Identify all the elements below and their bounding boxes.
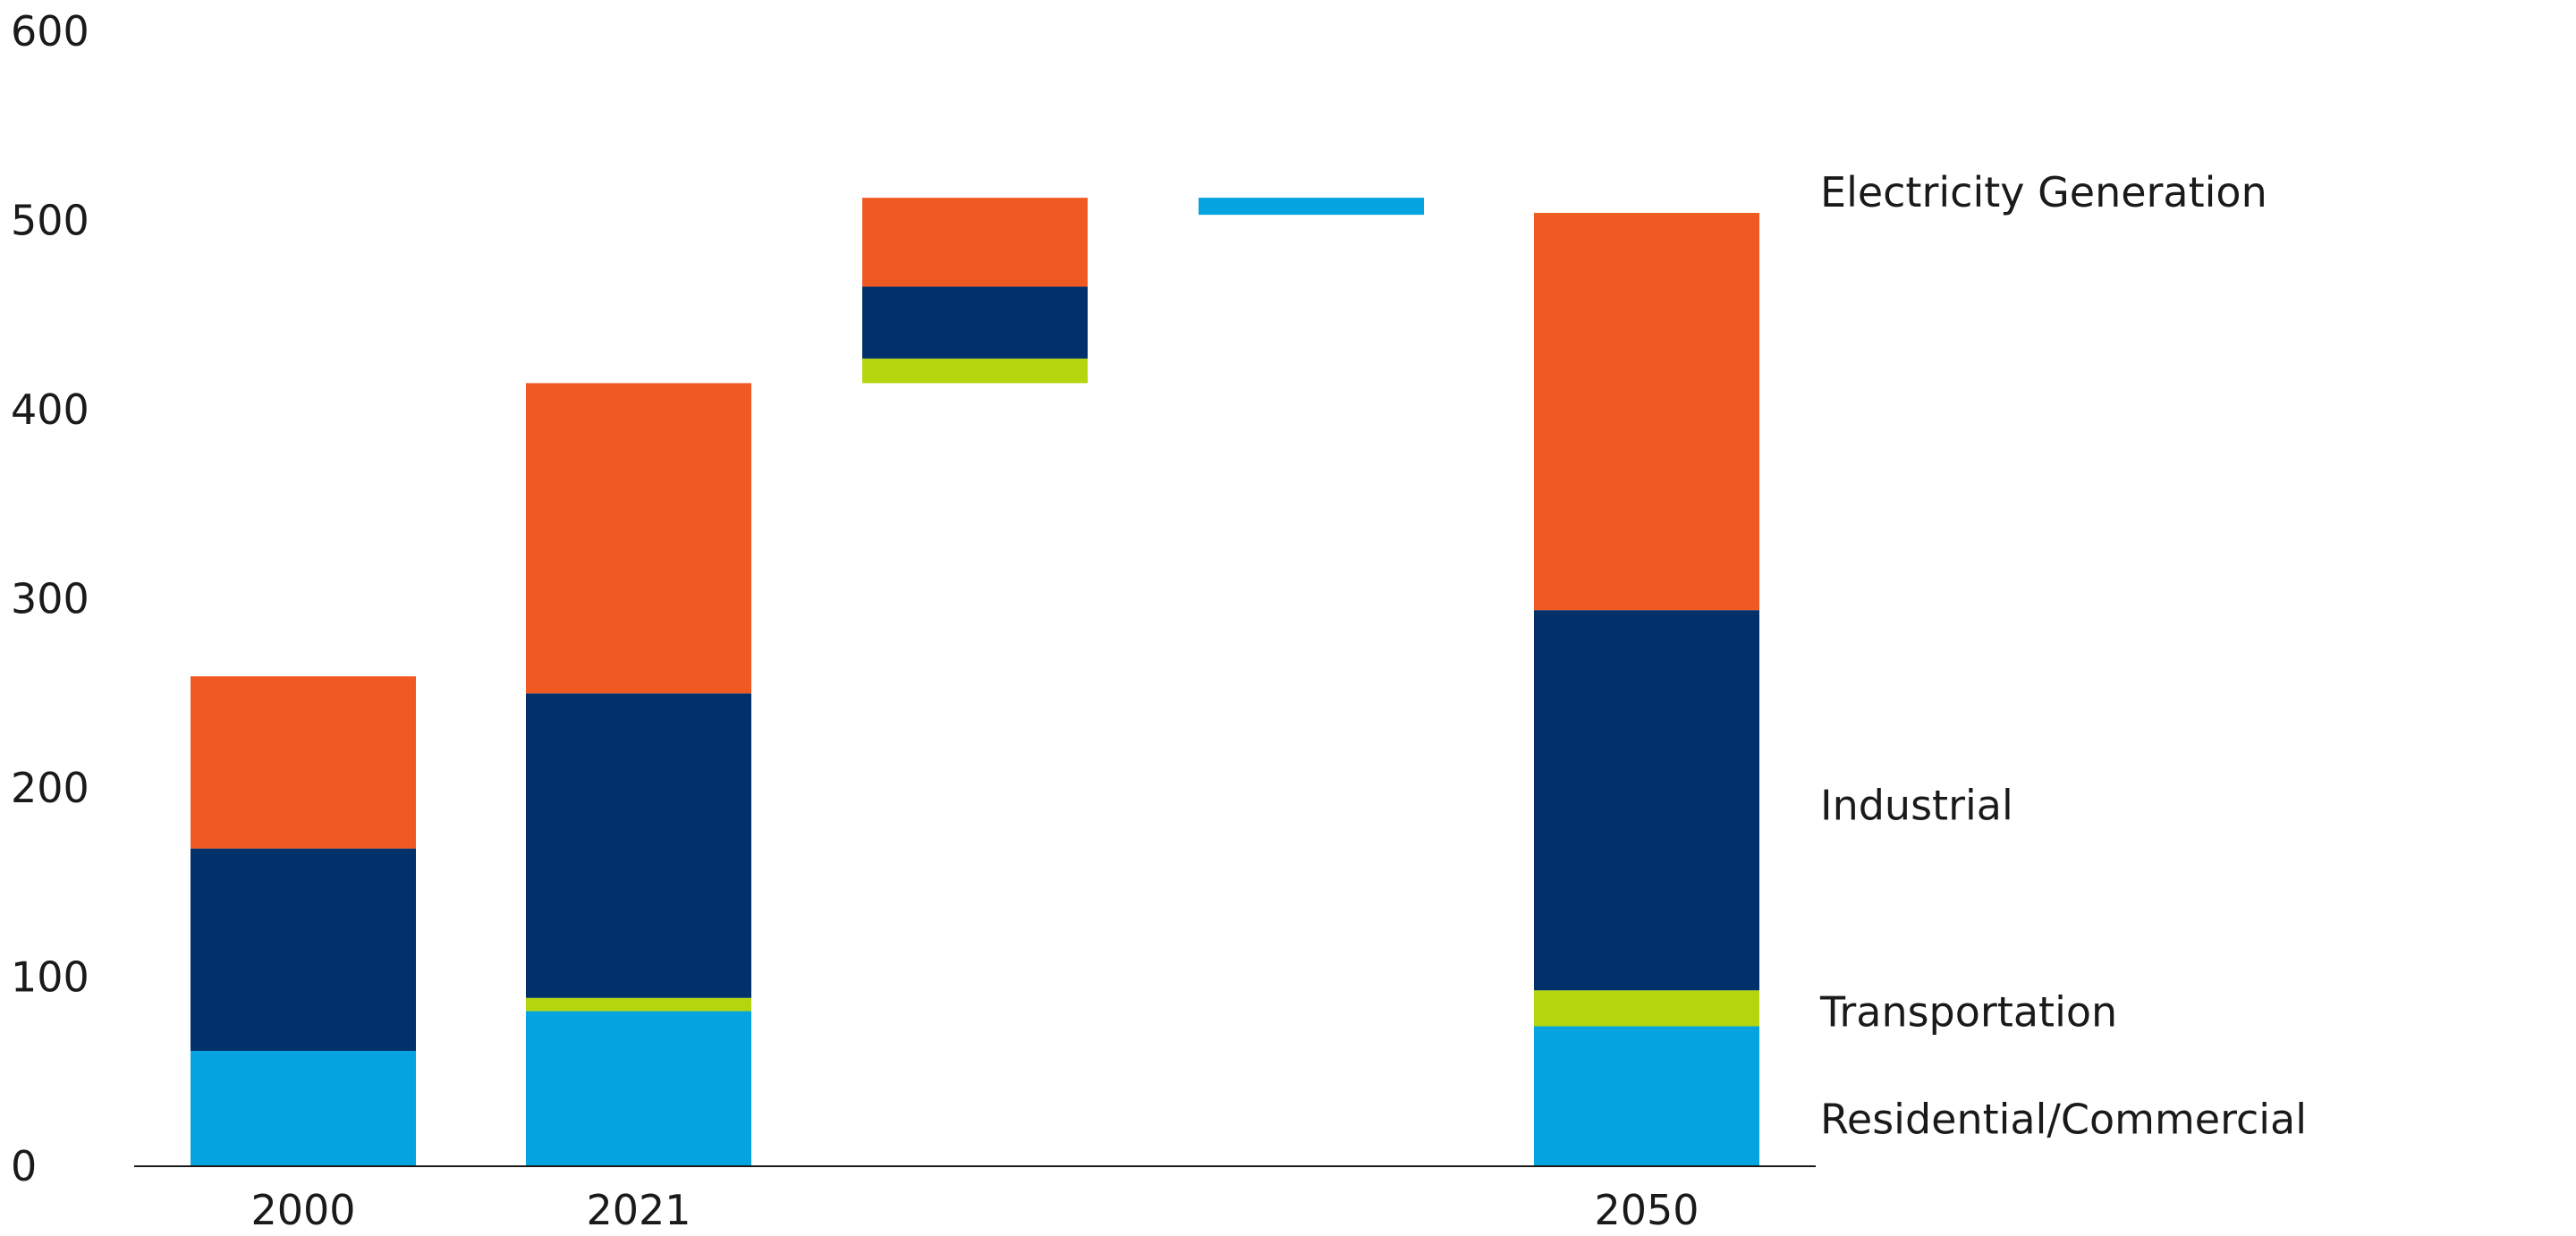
legend-label: Electricity Generation <box>1820 168 2267 216</box>
bar-segment <box>191 848 416 1051</box>
y-tick-label: 600 <box>11 7 89 55</box>
legend-label: Transportation <box>1819 987 2117 1036</box>
waterfall-segment <box>1199 198 1424 216</box>
bar-segment <box>1534 610 1759 991</box>
bar-segment <box>191 1050 416 1166</box>
y-tick-label: 500 <box>11 197 89 245</box>
bar-segment <box>191 676 416 849</box>
legend-label: Industrial <box>1820 782 2013 830</box>
bar-segment <box>1534 990 1759 1027</box>
bar-segment <box>526 693 751 998</box>
legend-label: Residential/Commercial <box>1820 1096 2307 1144</box>
y-tick-label: 100 <box>11 953 89 1002</box>
waterfall-segment <box>862 358 1088 384</box>
bar-segment <box>1534 213 1759 611</box>
waterfall-segment <box>862 198 1088 287</box>
waterfall-segment <box>862 286 1088 359</box>
x-tick-label: 2021 <box>586 1186 691 1234</box>
y-tick-label: 300 <box>11 575 89 623</box>
y-tick-label: 400 <box>11 385 89 434</box>
bar-segment <box>526 1011 751 1166</box>
y-tick-label: 200 <box>11 764 89 812</box>
bar-segment <box>526 383 751 694</box>
x-tick-label: 2050 <box>1594 1186 1699 1234</box>
y-tick-label: 0 <box>11 1142 37 1190</box>
bar-segment <box>526 997 751 1012</box>
bar-segment <box>1534 1026 1759 1166</box>
x-tick-label: 2000 <box>250 1186 355 1234</box>
